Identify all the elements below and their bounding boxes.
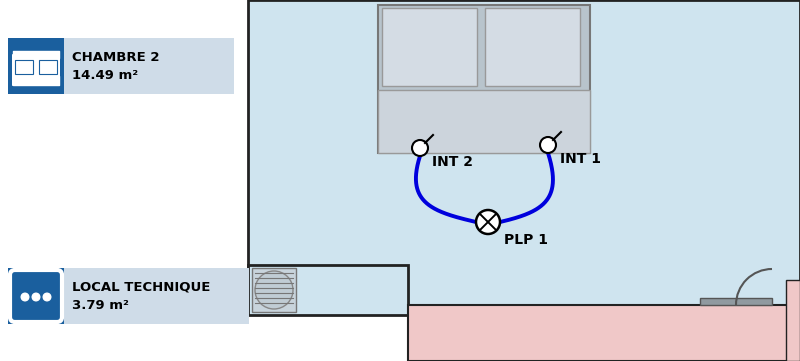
Bar [8,268,64,324]
Text: CHAMBRE 2: CHAMBRE 2 [72,51,159,64]
Ellipse shape [255,271,293,309]
Text: 3.79 m²: 3.79 m² [72,299,129,312]
Circle shape [21,293,29,301]
Circle shape [43,293,51,301]
Bar [8,38,64,94]
Bar [64,268,249,324]
Circle shape [540,137,556,153]
Text: LOCAL TECHNIQUE: LOCAL TECHNIQUE [72,281,210,294]
Bar [378,90,590,153]
Text: INT 1: INT 1 [560,152,601,166]
Bar [485,8,580,86]
Bar [786,280,800,361]
FancyBboxPatch shape [10,270,62,322]
Circle shape [412,140,428,156]
Bar [252,268,296,312]
Bar [39,60,57,74]
Circle shape [32,293,40,301]
Bar [378,5,590,153]
FancyBboxPatch shape [12,54,60,86]
Bar [408,305,790,361]
Bar [64,38,234,94]
Bar [248,0,800,310]
Bar [382,8,477,86]
Text: INT 2: INT 2 [432,155,473,169]
Bar [700,298,772,305]
Text: PLP 1: PLP 1 [504,233,548,247]
Bar [15,60,33,74]
Circle shape [476,210,500,234]
Text: 14.49 m²: 14.49 m² [72,69,138,82]
Bar [248,265,408,315]
